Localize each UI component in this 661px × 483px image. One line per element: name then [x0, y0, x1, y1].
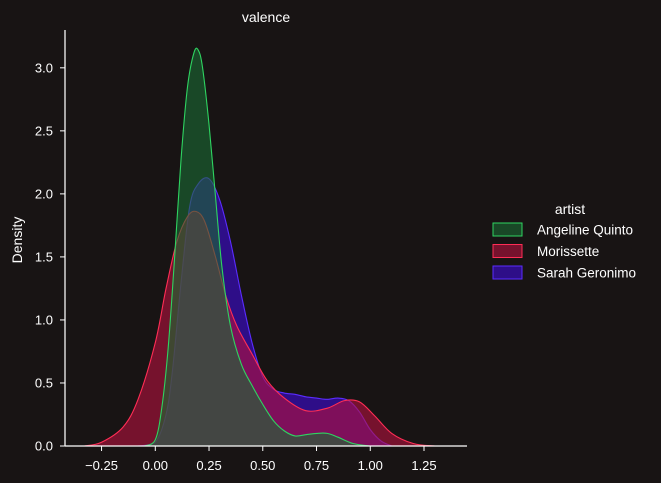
y-axis-label: Density — [9, 217, 25, 264]
y-ticks: 0.0 0.5 1.0 1.5 2.0 2.5 3.0 — [35, 60, 65, 454]
x-ticks: −0.25 0.00 0.25 0.50 0.75 1.00 1.25 — [85, 446, 437, 473]
legend-title: artist — [555, 201, 585, 217]
legend-label-sarah-geronimo: Sarah Geronimo — [537, 266, 636, 281]
x-tick-label: 1.00 — [358, 458, 383, 473]
y-tick-label: 1.5 — [35, 249, 53, 264]
y-tick-label: 2.0 — [35, 186, 53, 201]
x-tick-label: 0.50 — [250, 458, 275, 473]
y-tick-label: 3.0 — [35, 60, 53, 75]
y-tick-label: 2.5 — [35, 123, 53, 138]
y-tick-label: 1.0 — [35, 312, 53, 327]
x-tick-label: 0.25 — [196, 458, 221, 473]
legend-label-angeline-quinto: Angeline Quinto — [537, 223, 633, 238]
legend-swatch-angeline-quinto — [492, 222, 523, 237]
legend-swatch-sarah-geronimo — [492, 265, 523, 280]
y-tick-label: 0.5 — [35, 375, 53, 390]
y-tick-label: 0.0 — [35, 439, 53, 454]
axes — [64, 30, 467, 447]
legend-label-morissette: Morissette — [537, 244, 599, 259]
density-area-angeline-quinto — [142, 47, 371, 447]
x-tick-label: 0.75 — [304, 458, 329, 473]
legend-swatch-morissette — [492, 244, 523, 258]
legend: artist Angeline Quinto Morissette Sarah Ge… — [492, 201, 636, 281]
x-tick-label: 0.00 — [143, 458, 168, 473]
chart-title: valence — [242, 9, 290, 25]
x-tick-label: −0.25 — [85, 458, 118, 473]
x-tick-label: 1.25 — [411, 458, 436, 473]
density-areas — [84, 47, 435, 447]
